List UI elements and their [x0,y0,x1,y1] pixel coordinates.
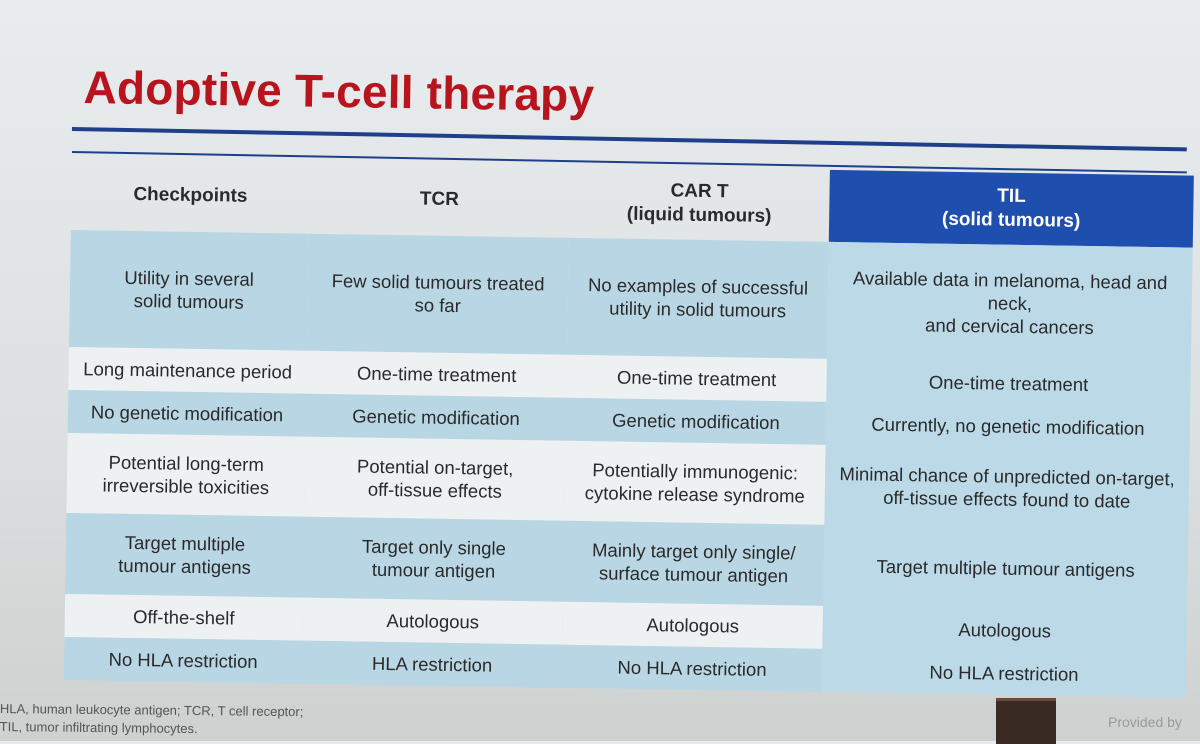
title-underline [71,127,1187,152]
table-cell: Target multiple tumour antigens [65,513,305,598]
table-cell: Autologous [302,597,564,645]
footnote: HLA, human leukocyte antigen; TCR, T cel… [0,700,303,738]
table-cell: No examples of successful utility in soli… [566,237,829,359]
table-cell: One-time treatment [306,350,567,398]
table-cell: HLA restriction [301,640,563,688]
table-cell: No HLA restriction [561,644,823,692]
table-cell-til: Currently, no genetic modification [825,402,1191,451]
table-cell: Long maintenance period [68,346,308,394]
header-checkpoints: Checkpoints [133,184,248,207]
table-cell: Target only single tumour antigen [303,517,565,602]
table-cell: Off-the-shelf [64,593,304,641]
table-cell-til: Minimal chance of unpredicted on-target,… [824,445,1190,532]
comparison-table-wrapper: Checkpoints TCR CAR T (liquid tumours) T… [63,158,1194,698]
header-tcr: TCR [419,188,460,211]
table-cell: Autologous [562,601,824,649]
table-cell-til: No HLA restriction [821,648,1187,698]
table-cell: Utility in several solid tumours [69,229,309,351]
table-cell: No HLA restriction [63,636,303,684]
comparison-table: Checkpoints TCR CAR T (liquid tumours) T… [63,158,1194,698]
presenter-logo-icon [996,698,1056,744]
table-cell-til: Available data in melanoma, head and nec… [826,241,1193,365]
table-cell: Potential long-term irreversible toxiciti… [66,433,306,518]
table-cell-til: Target multiple tumour antigens [823,525,1189,612]
table-cell: Potential on-target, off-tissue effects [304,437,566,522]
table-cell: One-time treatment [566,354,827,403]
table-cell: Potentially immunogenic: cytokine release… [564,441,826,526]
table-cell-til: Autologous [822,605,1188,655]
table-cell: Genetic modification [565,397,827,446]
table-cell: No genetic modification [67,390,307,438]
table-cell-til: One-time treatment [826,358,1191,408]
header-til: TIL (solid tumours) [828,169,1194,248]
table-cell: Genetic modification [305,393,567,442]
table-cell: Few solid tumours treated so far [307,233,569,355]
provided-by-label: Provided by [1108,714,1182,730]
slide-title: Adoptive T-cell therapy [83,60,595,122]
table-cell: Mainly target only single/surface tumour… [563,521,825,606]
header-car-t: CAR T (liquid tumours) [626,180,772,227]
table-row: Utility in several solid tumours Few soli… [69,229,1193,365]
footnote-line: TIL, tumor infiltrating lymphocytes. [0,718,198,736]
